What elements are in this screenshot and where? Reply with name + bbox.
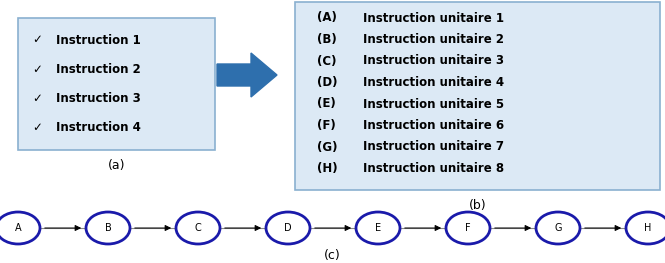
Text: D: D <box>284 223 292 233</box>
Text: A: A <box>15 223 21 233</box>
Ellipse shape <box>0 212 40 244</box>
Text: ✓: ✓ <box>32 121 42 134</box>
Ellipse shape <box>86 212 130 244</box>
Text: B: B <box>104 223 111 233</box>
Text: (F): (F) <box>317 119 336 132</box>
Text: Instruction unitaire 6: Instruction unitaire 6 <box>363 119 504 132</box>
Text: Instruction unitaire 4: Instruction unitaire 4 <box>363 76 504 89</box>
Text: (H): (H) <box>317 162 338 175</box>
Text: C: C <box>195 223 201 233</box>
Text: Instruction unitaire 3: Instruction unitaire 3 <box>363 54 504 68</box>
Ellipse shape <box>536 212 580 244</box>
Text: (b): (b) <box>469 200 486 213</box>
Text: ✓: ✓ <box>32 63 42 76</box>
Text: (C): (C) <box>317 54 336 68</box>
Ellipse shape <box>446 212 490 244</box>
Text: (A): (A) <box>317 12 337 24</box>
Text: Instruction 3: Instruction 3 <box>56 92 141 105</box>
Text: H: H <box>644 223 652 233</box>
Text: Instruction unitaire 8: Instruction unitaire 8 <box>363 162 504 175</box>
Text: Instruction unitaire 1: Instruction unitaire 1 <box>363 12 504 24</box>
FancyBboxPatch shape <box>18 18 215 150</box>
Ellipse shape <box>266 212 310 244</box>
Text: (B): (B) <box>317 33 336 46</box>
Text: (D): (D) <box>317 76 338 89</box>
Text: ✓: ✓ <box>32 33 42 47</box>
FancyBboxPatch shape <box>295 2 660 190</box>
Text: Instruction 1: Instruction 1 <box>56 33 141 47</box>
Polygon shape <box>217 53 277 97</box>
Text: (c): (c) <box>324 249 340 261</box>
Text: (G): (G) <box>317 140 338 154</box>
Text: F: F <box>465 223 471 233</box>
Text: G: G <box>554 223 562 233</box>
Text: (E): (E) <box>317 98 336 110</box>
Text: Instruction 2: Instruction 2 <box>56 63 141 76</box>
Text: (a): (a) <box>108 159 125 173</box>
Text: ✓: ✓ <box>32 92 42 105</box>
Ellipse shape <box>176 212 220 244</box>
Text: Instruction 4: Instruction 4 <box>56 121 141 134</box>
Text: E: E <box>375 223 381 233</box>
Text: Instruction unitaire 2: Instruction unitaire 2 <box>363 33 504 46</box>
Ellipse shape <box>626 212 665 244</box>
Text: Instruction unitaire 5: Instruction unitaire 5 <box>363 98 504 110</box>
Text: Instruction unitaire 7: Instruction unitaire 7 <box>363 140 504 154</box>
Ellipse shape <box>356 212 400 244</box>
